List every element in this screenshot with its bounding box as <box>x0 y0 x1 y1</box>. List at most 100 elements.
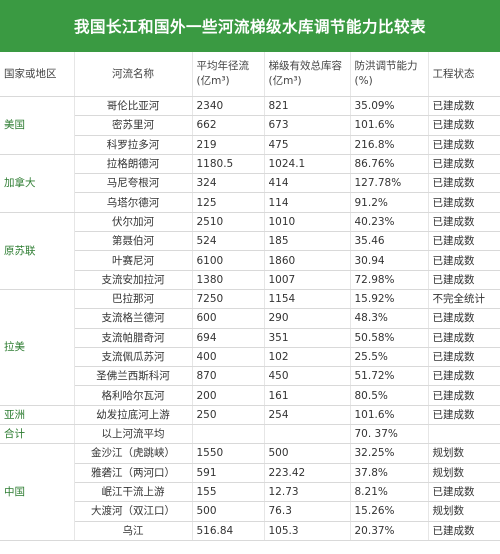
flood-value: 40.23% <box>350 212 429 233</box>
status-value: 已建成数 <box>428 212 500 233</box>
river-name: 叶赛尼河 <box>74 250 193 271</box>
status-value: 已建成数 <box>428 347 500 368</box>
flood-value: 15.92% <box>350 289 429 310</box>
table-row: 中国 金沙江（虎跳峡） 1550 500 32.25% 规划数 <box>0 443 500 541</box>
table-row: 合计 以上河流平均 70. 37% <box>0 424 500 445</box>
river-name: 密苏里河 <box>74 115 193 136</box>
status-value: 已建成数 <box>428 115 500 136</box>
runoff-value: 2340 <box>192 96 265 117</box>
runoff-value: 516.84 <box>192 521 265 541</box>
status-value: 已建成数 <box>428 173 500 194</box>
runoff-value: 2510 <box>192 212 265 233</box>
river-name: 支流帕腊奇河 <box>74 328 193 348</box>
table-row: 拉美 巴拉那河 7250 1154 15.92% 不完全统计 <box>0 289 500 406</box>
flood-value: 35.46 <box>350 231 429 252</box>
table-row: 乌塔尔德河 125 114 91.2% 已建成数 <box>0 192 500 213</box>
table-row: 叶赛尼河 6100 1860 30.94 已建成数 <box>0 250 500 271</box>
flood-value: 127.78% <box>350 173 429 194</box>
table-title: 我国长江和国外一些河流梯级水库调节能力比较表 <box>0 0 500 52</box>
status-value: 已建成数 <box>428 192 500 213</box>
flood-value: 20.37% <box>350 521 429 541</box>
capacity-value: 185 <box>264 231 351 252</box>
capacity-value: 1860 <box>264 250 351 271</box>
status-value <box>428 424 500 445</box>
runoff-value: 591 <box>192 463 265 483</box>
flood-value: 70. 37% <box>350 424 429 445</box>
status-value: 已建成数 <box>428 482 500 503</box>
runoff-value: 694 <box>192 328 265 348</box>
runoff-value: 1380 <box>192 270 265 290</box>
river-name: 支流格兰德河 <box>74 308 193 329</box>
capacity-value: 105.3 <box>264 521 351 541</box>
region-china: 中国 <box>0 443 75 541</box>
table-row: 乌江 516.84 105.3 20.37% 已建成数 <box>0 521 500 541</box>
river-name: 格利哈尔瓦河 <box>74 385 193 406</box>
status-value: 已建成数 <box>428 385 500 406</box>
river-name: 岷江干流上游 <box>74 482 193 503</box>
table-row: 原苏联 伏尔加河 2510 1010 40.23% 已建成数 <box>0 212 500 290</box>
flood-value: 32.25% <box>350 443 429 464</box>
header-flood-line1: 防洪调节能力 <box>354 60 418 72</box>
river-name: 拉格朗德河 <box>74 154 193 175</box>
flood-value: 15.26% <box>350 501 429 522</box>
capacity-value: 114 <box>264 192 351 213</box>
river-name: 马尼夸根河 <box>74 173 193 194</box>
header-runoff-line1: 平均年径流 <box>196 60 250 72</box>
capacity-value: 161 <box>264 385 351 406</box>
status-value: 规划数 <box>428 463 500 483</box>
flood-value: 25.5% <box>350 347 429 368</box>
status-value: 规划数 <box>428 501 500 522</box>
capacity-value: 1007 <box>264 270 351 290</box>
runoff-value: 600 <box>192 308 265 329</box>
status-value: 已建成数 <box>428 308 500 329</box>
region-usa: 美国 <box>0 96 75 155</box>
runoff-value: 400 <box>192 347 265 368</box>
runoff-value: 6100 <box>192 250 265 271</box>
header-capacity-line1: 梯级有效总库容 <box>268 60 343 72</box>
header-flood-line2: (%) <box>354 75 373 87</box>
table-row: 支流佩瓜苏河 400 102 25.5% 已建成数 <box>0 347 500 368</box>
capacity-value: 102 <box>264 347 351 368</box>
flood-value: 8.21% <box>350 482 429 503</box>
flood-value: 30.94 <box>350 250 429 271</box>
table-row: 加拿大 拉格朗德河 1180.5 1024.1 86.76% 已建成数 <box>0 154 500 213</box>
region-asia: 亚洲 <box>0 405 75 426</box>
flood-value: 101.6% <box>350 405 429 426</box>
status-value: 已建成数 <box>428 250 500 271</box>
capacity-value: 500 <box>264 443 351 464</box>
status-value: 已建成数 <box>428 270 500 290</box>
table-row: 支流格兰德河 600 290 48.3% 已建成数 <box>0 308 500 329</box>
header-capacity-line2: (亿m³) <box>268 75 302 87</box>
flood-value: 51.72% <box>350 366 429 387</box>
table-row: 密苏里河 662 673 101.6% 已建成数 <box>0 115 500 136</box>
status-value: 已建成数 <box>428 521 500 541</box>
capacity-value: 1010 <box>264 212 351 233</box>
capacity-value: 223.42 <box>264 463 351 483</box>
capacity-value: 821 <box>264 96 351 117</box>
runoff-value: 524 <box>192 231 265 252</box>
comparison-table: 国家或地区 河流名称 平均年径流 (亿m³) 梯级有效总库容 (亿m³) 防洪调节能… <box>0 52 500 541</box>
river-name: 大渡河（双江口） <box>74 501 193 522</box>
region-ussr: 原苏联 <box>0 212 75 290</box>
river-name: 支流安加拉河 <box>74 270 193 290</box>
header-status: 工程状态 <box>428 52 500 97</box>
capacity-value: 290 <box>264 308 351 329</box>
runoff-value: 155 <box>192 482 265 503</box>
flood-value: 50.58% <box>350 328 429 348</box>
flood-value: 35.09% <box>350 96 429 117</box>
river-name: 乌江 <box>74 521 193 541</box>
status-value: 已建成数 <box>428 366 500 387</box>
capacity-value: 475 <box>264 135 351 155</box>
river-name: 幼发拉底河上游 <box>74 405 193 426</box>
river-name: 圣佛兰西斯科河 <box>74 366 193 387</box>
header-runoff-line2: (亿m³) <box>196 75 230 87</box>
river-name: 伏尔加河 <box>74 212 193 233</box>
status-value: 已建成数 <box>428 96 500 117</box>
status-value: 已建成数 <box>428 154 500 175</box>
flood-value: 72.98% <box>350 270 429 290</box>
flood-value: 101.6% <box>350 115 429 136</box>
river-name: 科罗拉多河 <box>74 135 193 155</box>
river-name: 巴拉那河 <box>74 289 193 310</box>
runoff-value <box>192 424 265 445</box>
flood-value: 80.5% <box>350 385 429 406</box>
